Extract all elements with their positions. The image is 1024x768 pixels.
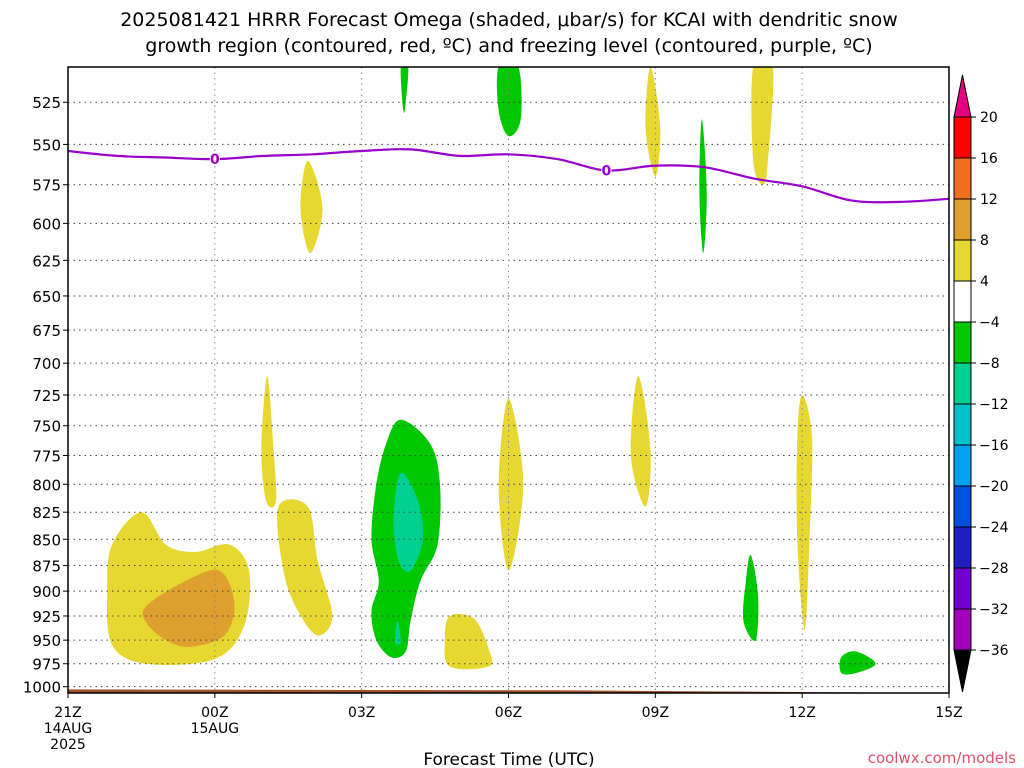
omega-region-17 xyxy=(742,554,759,641)
y-tick-label-13: 850 xyxy=(32,531,61,549)
colorbar-label-8: −16 xyxy=(979,438,1009,454)
omega-region-10 xyxy=(751,67,774,185)
y-tick-label-10: 775 xyxy=(32,447,61,465)
omega-region-8 xyxy=(300,160,323,254)
y-tick-label-4: 625 xyxy=(32,252,61,270)
omega-region-6 xyxy=(630,375,651,507)
y-axis-ticks: 525 550 575 600 625 650 675 700 725 750 775 800 825 8… xyxy=(23,94,68,697)
colorbar-bottom-arrow xyxy=(953,649,972,693)
x-tick-label-0-2: 2025 xyxy=(50,737,86,753)
grid-lines xyxy=(68,67,949,693)
colorbar-label-9: −20 xyxy=(979,479,1009,495)
colorbar-label-0: 20 xyxy=(980,110,998,126)
y-tick-label-1: 550 xyxy=(32,136,61,154)
x-tick-label-0-0: 21Z xyxy=(54,705,81,721)
colorbar-label-7: −12 xyxy=(979,397,1009,413)
colorbar-label-11: −28 xyxy=(979,561,1009,577)
y-tick-label-8: 725 xyxy=(32,387,61,405)
colorbar-bin-8 xyxy=(953,444,972,487)
freezing-level-layer: 00 xyxy=(67,148,950,204)
omega-region-3 xyxy=(261,376,277,508)
colorbar-label-2: 12 xyxy=(980,192,998,208)
x-tick-label-3-0: 06Z xyxy=(495,705,522,721)
omega-region-14 xyxy=(496,67,522,137)
omega-region-7 xyxy=(796,395,813,631)
colorbar-bin-4 xyxy=(953,280,972,323)
y-tick-label-7: 700 xyxy=(32,355,61,373)
y-tick-label-9: 750 xyxy=(32,418,61,436)
y-tick-label-11: 800 xyxy=(32,476,61,494)
omega-region-5 xyxy=(498,398,524,571)
colorbar-bin-9 xyxy=(953,485,972,528)
y-tick-label-15: 900 xyxy=(32,583,61,601)
omega-region-9 xyxy=(645,67,661,177)
y-tick-label-19: 1000 xyxy=(23,679,61,697)
x-tick-label-6-0: 15Z xyxy=(935,705,962,721)
y-tick-label-17: 950 xyxy=(32,632,61,650)
chart-title-line-1: 2025081421 HRRR Forecast Omega (shaded, … xyxy=(120,9,898,31)
omega-region-1 xyxy=(142,569,235,647)
omega-region-2 xyxy=(277,499,333,636)
freezing-level-label-0: 0 xyxy=(210,152,220,168)
y-tick-label-14: 875 xyxy=(32,558,61,576)
x-tick-label-5-0: 12Z xyxy=(788,705,815,721)
colorbar-bin-6 xyxy=(953,362,972,405)
colorbar-label-4: 4 xyxy=(980,274,989,290)
omega-region-12 xyxy=(393,472,424,572)
omega-shaded-regions xyxy=(107,67,876,675)
y-tick-label-5: 650 xyxy=(32,288,61,306)
chart-title-line-2: growth region (contoured, red, ºC) and f… xyxy=(145,35,872,57)
x-tick-label-0-1: 14AUG xyxy=(44,721,93,737)
colorbar-label-3: 8 xyxy=(980,233,989,249)
colorbar-bin-12 xyxy=(953,608,972,651)
freezing-label-bg-0 xyxy=(209,152,220,167)
colorbar-top-arrow xyxy=(953,74,972,118)
freezing-level-label-1: 0 xyxy=(602,163,612,179)
y-tick-label-18: 975 xyxy=(32,656,61,674)
x-tick-label-1-1: 15AUG xyxy=(191,721,240,737)
colorbar-bin-2 xyxy=(953,198,972,241)
y-tick-label-16: 925 xyxy=(32,608,61,626)
omega-region-18 xyxy=(839,651,876,675)
y-tick-label-0: 525 xyxy=(32,94,61,112)
colorbar-bin-7 xyxy=(953,403,972,446)
y-tick-label-2: 575 xyxy=(32,177,61,195)
colorbar-bin-5 xyxy=(953,321,972,364)
credit-text: coolwx.com/models xyxy=(868,749,1016,767)
y-tick-label-3: 600 xyxy=(32,215,61,233)
colorbar-bin-0 xyxy=(953,116,972,159)
x-tick-label-2-0: 03Z xyxy=(348,705,375,721)
colorbar-bin-10 xyxy=(953,526,972,569)
y-tick-label-6: 675 xyxy=(32,322,61,340)
colorbar-label-1: 16 xyxy=(980,151,998,167)
terrain-strip xyxy=(68,689,949,693)
omega-region-13 xyxy=(394,620,401,645)
omega-region-15 xyxy=(400,67,409,113)
colorbar-label-13: −36 xyxy=(979,643,1009,659)
colorbar: 20 16 12 8 4 −4 −8 −12 −16 −20 −24 −28 −32 −36 xyxy=(953,74,1009,693)
omega-region-4 xyxy=(444,613,493,670)
freezing-label-bg-1 xyxy=(601,163,612,178)
colorbar-bin-11 xyxy=(953,567,972,610)
colorbar-bin-1 xyxy=(953,157,972,200)
colorbar-label-10: −24 xyxy=(979,520,1009,536)
x-axis-label: Forecast Time (UTC) xyxy=(423,750,594,768)
x-tick-label-4-0: 09Z xyxy=(642,705,669,721)
colorbar-bin-3 xyxy=(953,239,972,282)
terrain-layer xyxy=(68,689,949,693)
x-tick-label-1-0: 00Z xyxy=(201,705,228,721)
y-tick-label-12: 825 xyxy=(32,504,61,522)
colorbar-label-12: −32 xyxy=(979,602,1009,618)
colorbar-label-6: −8 xyxy=(979,356,1000,372)
omega-region-16 xyxy=(699,119,707,254)
colorbar-label-5: −4 xyxy=(979,315,1000,331)
